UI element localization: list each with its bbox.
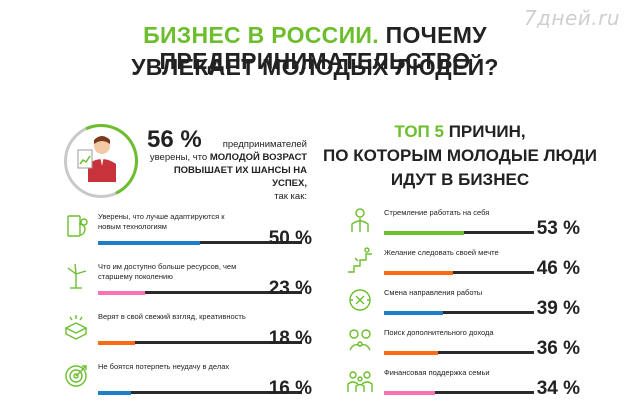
right-heading-rest: ПРИЧИН, [448,122,526,141]
right-reason-bar-track [384,310,534,315]
right-reason-bar [384,390,435,395]
right-reason-row: Смена направления работы 39 % [346,286,586,319]
right-reason-label: Желание следовать своей мечте [384,248,499,257]
left-reason-label: Верят в свой свежий взгляд, креативность [98,312,246,321]
left-reason-bar-track [98,390,302,395]
stat-text-bold-2: ПОВЫШАЕТ ИХ ШАНСЫ НА УСПЕХ, [173,165,307,189]
right-reason-row: Поиск дополнительного дохода 36 % [346,326,586,359]
stat-text-a: предпринимателей [222,139,307,150]
idea-box-icon [62,312,90,340]
left-reason-bar-track [98,240,302,245]
wind-turbine-icon [62,262,90,290]
right-reason-value-label: 53 % [536,218,580,239]
stat-text-b: уверены, что [149,152,208,163]
right-reason-bar-track [384,230,534,235]
left-reason-row: Не боятся потерпеть неудачу в делах 16 % [62,362,312,399]
touch-device-icon [62,212,90,240]
left-reason-bar [98,340,135,345]
left-reason-bar [98,390,131,395]
businessman-icon [77,136,116,182]
stat-percent: 56 % [147,126,202,153]
left-reason-row: Уверены, что лучше адаптируются к новым … [62,212,312,249]
stat-text-bold-1: МОЛОДОЙ ВОЗРАСТ [209,152,307,163]
right-heading-green: ТОП 5 [394,122,444,141]
left-reason-value-label: 23 % [268,278,312,299]
left-reason-bar [98,290,145,295]
right-reason-value-label: 46 % [536,258,580,279]
left-reason-bar-track [98,340,302,345]
left-reason-bar [98,240,200,245]
direction-arrows-icon [346,286,374,314]
left-reason-label: Уверены, что лучше адаптируются к новым … [98,212,225,231]
target-icon [62,362,90,390]
page-title-line1: БИЗНЕС В РОССИИ. ПОЧЕМУ ПРЕДПРИНИМАТЕЛЬС… [0,22,630,74]
right-heading-line3: ИДУТ В БИЗНЕС [390,170,530,189]
title-green: БИЗНЕС В РОССИИ. [143,22,379,48]
stat-text-c: так как: [274,191,307,202]
handshake-coin-icon [346,326,374,354]
right-reason-bar-track [384,350,534,355]
right-reason-value-label: 34 % [536,378,580,399]
person-icon [346,206,374,234]
right-reason-bar [384,350,438,355]
right-heading-line1: ТОП 5 ПРИЧИН, [310,122,610,142]
right-reason-label: Смена направления работы [384,288,483,297]
right-reason-row: Стремление работать на себя 53 % [346,206,586,239]
left-reason-label: Не боятся потерпеть неудачу в делах [98,362,230,371]
left-reason-value-label: 50 % [268,228,312,249]
right-reason-bar-track [384,390,534,395]
left-reason-value-label: 16 % [268,378,312,399]
watermark: 7дней.ru [523,6,620,30]
right-reason-label: Поиск дополнительного дохода [384,328,494,337]
family-icon [346,366,374,394]
right-reason-bar [384,270,453,275]
left-reason-bar-track [98,290,302,295]
right-reason-bar [384,230,464,235]
left-reason-label: Что им доступно больше ресурсов, чем ста… [98,262,237,281]
left-reason-value-label: 18 % [268,328,312,349]
right-reason-row: Финансовая поддержка семьи 34 % [346,366,586,399]
right-reason-label: Стремление работать на себя [384,208,490,217]
right-reason-bar [384,310,443,315]
businessman-illustration [53,113,149,209]
right-reason-value-label: 36 % [536,338,580,359]
left-reason-row: Верят в свой свежий взгляд, креативность… [62,312,312,349]
right-reason-bar-track [384,270,534,275]
left-reason-row: Что им доступно больше ресурсов, чем ста… [62,262,312,299]
stairs-icon [346,246,374,274]
right-heading-line2: ПО КОТОРЫМ МОЛОДЫЕ ЛЮДИ [323,146,597,165]
right-reason-row: Желание следовать своей мечте 46 % [346,246,586,279]
title-black: ПОЧЕМУ ПРЕДПРИНИМАТЕЛЬСТВО [159,22,487,74]
page-title-line2: УВЛЕКАЕТ МОЛОДЫХ ЛЮДЕЙ? [131,54,499,80]
right-reason-label: Финансовая поддержка семьи [384,368,490,377]
right-reason-value-label: 39 % [536,298,580,319]
stat-text: предпринимателей уверены, что МОЛОДОЙ ВО… [147,138,307,203]
